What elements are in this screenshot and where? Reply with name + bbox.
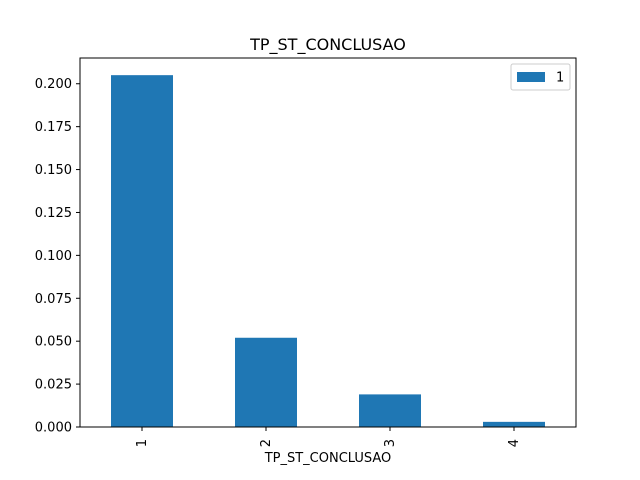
y-tick-label-3: 0.075 — [35, 292, 72, 307]
bar-2 — [235, 337, 297, 427]
y-tick-label-8: 0.200 — [35, 77, 72, 92]
chart-title: TP_ST_CONCLUSAO — [249, 35, 406, 55]
bar-3 — [359, 394, 421, 427]
x-tick-label-3: 3 — [383, 439, 398, 447]
bar-1 — [111, 75, 173, 428]
y-tick-label-1: 0.025 — [35, 378, 72, 393]
bar-4 — [483, 421, 545, 427]
legend-label: 1 — [556, 71, 564, 86]
y-tick-label-6: 0.150 — [35, 163, 72, 178]
y-tick-label-5: 0.125 — [35, 206, 72, 221]
y-tick-label-7: 0.175 — [35, 120, 72, 135]
legend-swatch — [517, 72, 545, 82]
x-axis-label: TP_ST_CONCLUSAO — [264, 451, 392, 466]
plot-area: 1 2 3 4 0.000 0.025 0.050 0.075 0.100 0.125 0.150 0… — [35, 57, 577, 447]
x-tick-label-1: 1 — [135, 439, 150, 447]
y-tick-label-0: 0.000 — [35, 421, 72, 436]
y-tick-label-2: 0.050 — [35, 335, 72, 350]
x-tick-label-2: 2 — [259, 439, 274, 447]
axes-frame — [79, 57, 577, 428]
y-tick-label-4: 0.100 — [35, 249, 72, 264]
x-tick-label-4: 4 — [507, 439, 522, 447]
legend: 1 — [510, 63, 571, 91]
